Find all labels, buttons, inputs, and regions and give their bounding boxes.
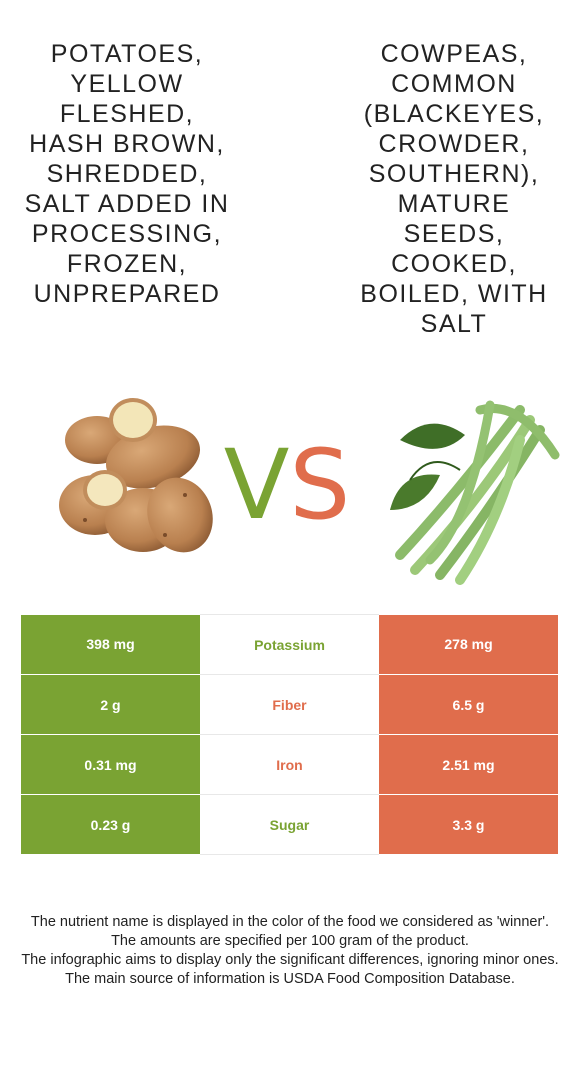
table-row: 0.23 g Sugar 3.3 g: [21, 794, 558, 855]
left-value: 398 mg: [21, 614, 200, 675]
table-row: 398 mg Potassium 278 mg: [21, 614, 558, 675]
food-right-title: Cowpeas, common (blackeyes, crowder, sou…: [360, 39, 548, 338]
right-value: 278 mg: [379, 614, 558, 675]
nutrient-name: Potassium: [200, 614, 379, 675]
comparison-table: 398 mg Potassium 278 mg 2 g Fiber 6.5 g 0.31 m…: [21, 614, 558, 855]
footer-line: The nutrient name is displayed in the co…: [30, 914, 550, 930]
food-left-title: Potatoes, yellow fleshed, hash brown, sh…: [24, 39, 230, 308]
cowpeas-illustration: [390, 400, 560, 585]
right-value: 3.3 g: [379, 794, 558, 855]
left-value: 0.23 g: [21, 794, 200, 855]
vs-label: VS: [223, 429, 351, 541]
nutrient-name: Sugar: [200, 794, 379, 855]
footer-line: The infographic aims to display only the…: [21, 952, 559, 968]
nutrient-name: Fiber: [200, 674, 379, 735]
footer-line: The amounts are specified per 100 gram o…: [111, 933, 469, 949]
table-row: 2 g Fiber 6.5 g: [21, 674, 558, 735]
nutrient-name: Iron: [200, 734, 379, 795]
table-row: 0.31 mg Iron 2.51 mg: [21, 734, 558, 795]
right-value: 6.5 g: [379, 674, 558, 735]
right-value: 2.51 mg: [379, 734, 558, 795]
footer-notes: The nutrient name is displayed in the co…: [20, 913, 560, 989]
left-value: 2 g: [21, 674, 200, 735]
potatoes-illustration: [59, 398, 213, 553]
left-value: 0.31 mg: [21, 734, 200, 795]
footer-line: The main source of information is USDA F…: [65, 971, 515, 987]
